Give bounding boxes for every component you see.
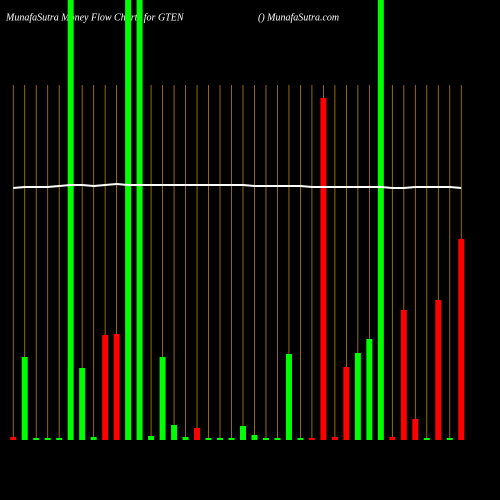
bar	[354, 353, 361, 440]
bar	[148, 436, 155, 440]
bar	[159, 357, 166, 440]
bar	[182, 437, 189, 440]
bar	[366, 339, 373, 440]
bar	[136, 0, 143, 440]
bar	[228, 438, 235, 440]
bar	[79, 368, 86, 440]
bar	[412, 419, 419, 440]
bar	[205, 438, 212, 440]
bar	[458, 239, 465, 440]
bar	[343, 367, 350, 440]
bar	[239, 426, 246, 440]
bar	[297, 438, 304, 440]
bar	[102, 335, 109, 440]
bar	[33, 438, 40, 440]
bar	[435, 300, 442, 440]
bar	[217, 438, 224, 440]
bar	[285, 354, 292, 440]
bar	[423, 438, 430, 440]
bar	[320, 98, 327, 440]
bar	[67, 0, 74, 440]
bar	[446, 438, 453, 440]
bar	[400, 310, 407, 440]
bar	[194, 428, 201, 440]
bar	[251, 435, 258, 440]
bar	[56, 438, 63, 440]
bar	[274, 438, 281, 440]
bar	[44, 438, 51, 440]
flow-line	[13, 182, 462, 189]
bar	[21, 357, 28, 440]
bar	[10, 437, 17, 440]
bar	[262, 438, 269, 440]
bar	[171, 425, 178, 440]
chart-subtitle: () MunafaSutra.com	[258, 12, 339, 23]
bar	[308, 438, 315, 440]
bar	[377, 0, 384, 440]
bar	[331, 437, 338, 440]
bar	[389, 437, 396, 440]
bar	[125, 0, 132, 440]
bar	[113, 334, 120, 440]
bar	[90, 437, 97, 440]
chart-title: MunafaSutra Money Flow Charts for GTEN	[5, 12, 185, 23]
